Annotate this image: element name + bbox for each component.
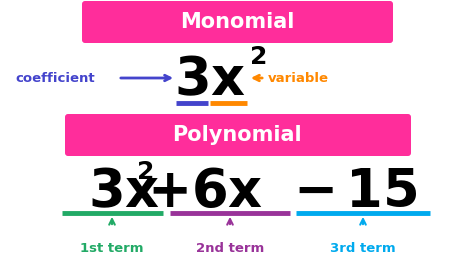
FancyBboxPatch shape <box>82 1 393 43</box>
Text: Polynomial: Polynomial <box>172 125 302 145</box>
Text: 1st term: 1st term <box>80 242 144 255</box>
Text: $\mathbf{3x}$: $\mathbf{3x}$ <box>88 166 160 218</box>
Text: Monomial: Monomial <box>180 12 294 32</box>
FancyBboxPatch shape <box>65 114 411 156</box>
Text: $\mathbf{3x}$: $\mathbf{3x}$ <box>174 54 246 106</box>
Text: 3rd term: 3rd term <box>330 242 396 255</box>
Text: variable: variable <box>268 72 329 85</box>
Text: 2nd term: 2nd term <box>196 242 264 255</box>
Text: $\mathbf{2}$: $\mathbf{2}$ <box>137 160 154 184</box>
Text: $\mathbf{-\, 15}$: $\mathbf{-\, 15}$ <box>293 166 417 218</box>
Text: $\mathbf{2}$: $\mathbf{2}$ <box>249 45 266 69</box>
Text: coefficient: coefficient <box>15 72 95 85</box>
Text: $\mathbf{+ 6x}$: $\mathbf{+ 6x}$ <box>147 166 263 218</box>
